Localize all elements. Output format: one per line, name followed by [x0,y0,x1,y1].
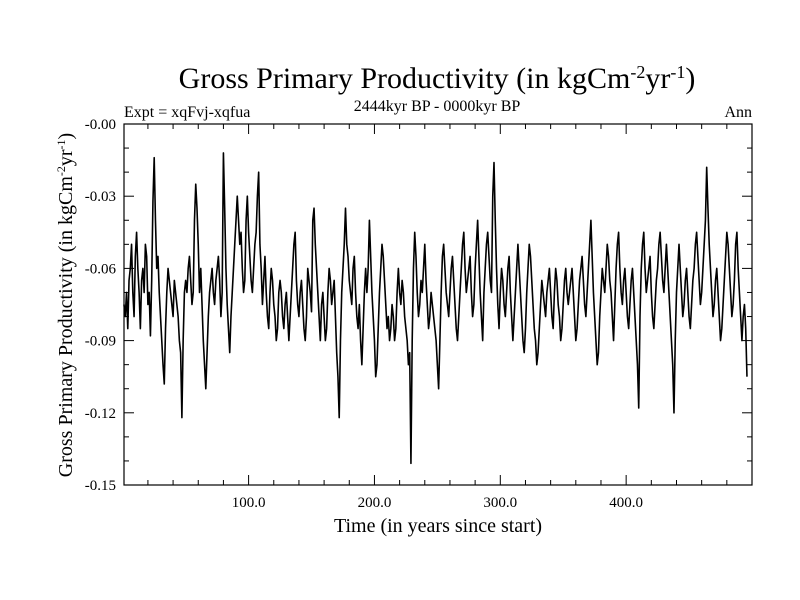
x-tick-label: 100.0 [232,495,266,511]
chart-title-mid: yr [645,62,670,95]
season-label: Ann [724,104,752,121]
chart-title-main: Gross Primary Productivity (in kgCm [179,62,631,95]
chart-title: Gross Primary Productivity (in kgCm-2yr-… [179,62,696,95]
chart-title-sup2: -1 [670,62,685,82]
x-tick-label: 300.0 [483,495,517,511]
y-axis-label-close: ) [55,133,77,140]
y-tick-label: -0.12 [85,406,116,422]
y-tick-label: -0.06 [85,261,117,277]
x-tick-label: 400.0 [609,495,643,511]
series-layer [123,152,748,465]
y-axis-label-mid: yr [55,149,77,166]
y-axis-label-sup1: -2 [54,166,68,176]
y-axis-label-sup2: -1 [54,139,68,149]
y-axis: -0.00 -0.03 -0.06 -0.09 -0.12 -0.15 [85,117,752,494]
time-range-label: 2444kyr BP - 0000kyr BP [354,98,521,115]
y-tick-label: -0.00 [85,117,116,133]
y-tick-label: -0.03 [85,189,116,205]
experiment-label: Expt = xqFvj-xqfua [124,104,250,121]
y-axis-label-main: Gross Primary Productivity (in kgCm [55,176,77,478]
y-tick-label: -0.09 [85,334,116,350]
x-axis: 100.0 200.0 300.0 400.0 [147,124,753,511]
y-axis-label: Gross Primary Productivity (in kgCm-2yr-… [54,133,77,477]
chart-title-close: ) [685,62,695,95]
x-tick-label: 200.0 [358,495,392,511]
x-axis-label: Time (in years since start) [334,515,542,537]
y-tick-label: -0.15 [85,478,116,494]
series-line-gpp [123,152,748,465]
plot-frame [123,123,753,486]
chart-title-sup1: -2 [630,62,645,82]
